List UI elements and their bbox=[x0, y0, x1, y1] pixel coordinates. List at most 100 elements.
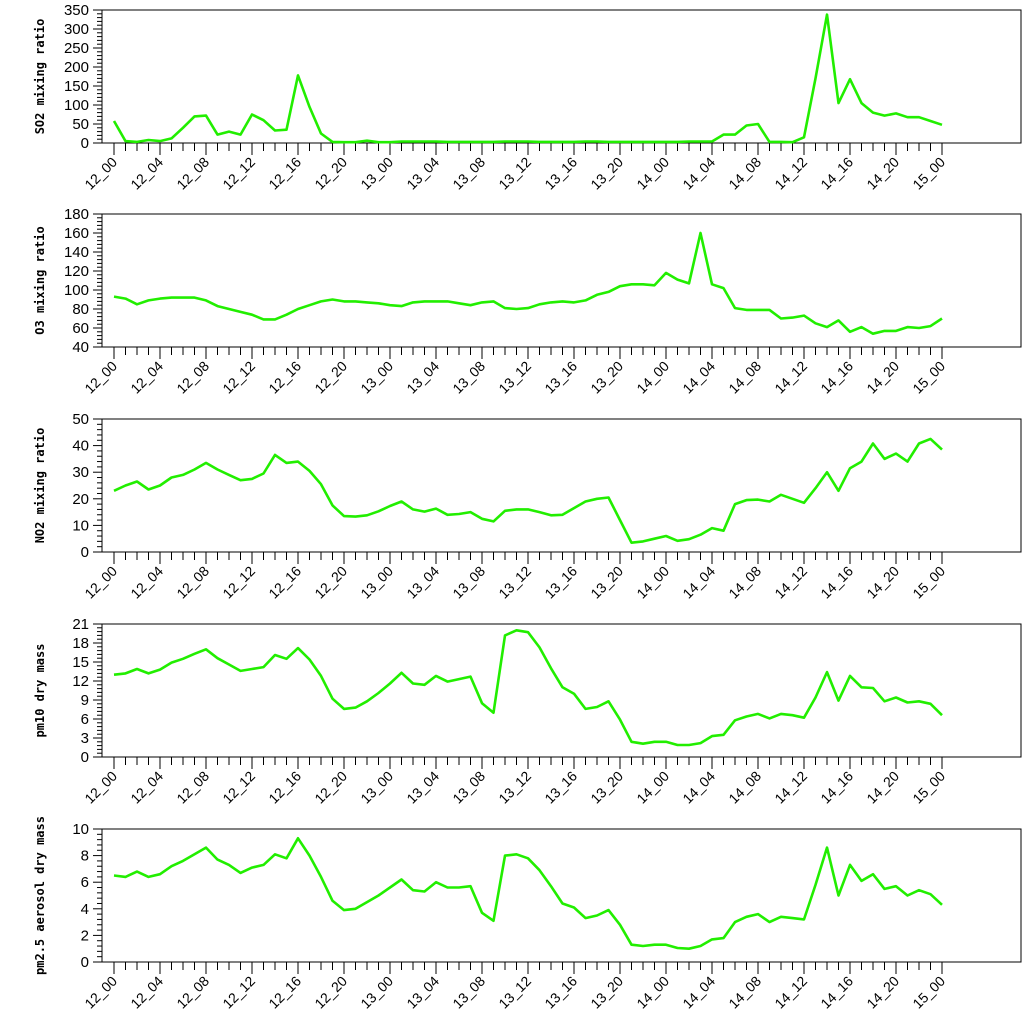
x-tick-label: 13_08 bbox=[449, 768, 488, 807]
x-tick-label: 13_20 bbox=[587, 563, 626, 602]
series-line-5 bbox=[113, 836, 943, 951]
x-tick-label: 13_08 bbox=[449, 358, 488, 397]
x-tick-label: 12_00 bbox=[81, 154, 120, 193]
y-tick-label: 3 bbox=[81, 730, 89, 747]
y-tick-label: 15 bbox=[72, 654, 89, 671]
x-tick-label: 13_16 bbox=[541, 358, 580, 397]
x-tick-label: 14_04 bbox=[679, 563, 718, 602]
y-tick-label: 100 bbox=[64, 97, 89, 114]
x-tick-label: 14_20 bbox=[863, 768, 902, 807]
chart-panel-4: 0 3 6 9 12 15 18 21 12_00 12_04 12_08 12_12 12_16 12_… bbox=[33, 616, 1022, 807]
x-tick-label: 13_12 bbox=[495, 154, 534, 193]
x-tick-label: 14_04 bbox=[679, 154, 718, 193]
y-tick-label: 80 bbox=[72, 301, 89, 318]
x-tick-label: 14_08 bbox=[725, 358, 764, 397]
y-tick-label: 40 bbox=[72, 339, 89, 356]
y-tick-label: 10 bbox=[72, 517, 89, 534]
x-tick-label: 13_04 bbox=[403, 768, 442, 807]
x-tick-label: 13_16 bbox=[541, 973, 580, 1012]
x-tick-label: 14_12 bbox=[771, 154, 810, 193]
plot-frame bbox=[101, 213, 1022, 348]
y-tick-label: 0 bbox=[81, 749, 89, 766]
x-tick-label: 12_00 bbox=[81, 563, 120, 602]
y-tick-label: 2 bbox=[81, 927, 89, 944]
x-tick-label: 14_00 bbox=[633, 768, 672, 807]
x-tick-label: 13_20 bbox=[587, 154, 626, 193]
x-tick-label: 14_16 bbox=[817, 768, 856, 807]
x-tick-label: 14_20 bbox=[863, 973, 902, 1012]
x-tick-label: 12_12 bbox=[219, 358, 258, 397]
x-tick-label: 13_00 bbox=[357, 154, 396, 193]
chart-panel-3: 0 10 20 30 40 50 12_00 12_04 12_08 12_12 12_16 12_2… bbox=[33, 411, 1022, 602]
x-tick-label: 12_12 bbox=[219, 973, 258, 1012]
y-axis-label: pm10 dry mass bbox=[33, 644, 47, 738]
x-tick-label: 14_20 bbox=[863, 154, 902, 193]
plot-frame bbox=[101, 828, 1022, 963]
series-line-4 bbox=[113, 628, 943, 747]
y-tick-label: 100 bbox=[64, 282, 89, 299]
plot-frame bbox=[101, 623, 1022, 758]
x-tick-label: 14_16 bbox=[817, 358, 856, 397]
y-axis-label: pm2.5 aerosol dry mass bbox=[33, 816, 47, 975]
y-tick-label: 30 bbox=[72, 464, 89, 481]
x-tick-label: 13_20 bbox=[587, 973, 626, 1012]
x-tick-label: 15_00 bbox=[909, 973, 948, 1012]
x-tick-label: 14_08 bbox=[725, 768, 764, 807]
y-tick-label: 21 bbox=[72, 616, 89, 633]
x-tick-label: 12_04 bbox=[127, 768, 166, 807]
x-tick-label: 13_20 bbox=[587, 768, 626, 807]
x-tick-label: 13_04 bbox=[403, 358, 442, 397]
y-tick-label: 6 bbox=[81, 874, 89, 891]
y-tick-label: 40 bbox=[72, 438, 89, 455]
x-tick-label: 12_20 bbox=[311, 768, 350, 807]
x-tick-label: 13_16 bbox=[541, 154, 580, 193]
x-tick-label: 14_08 bbox=[725, 154, 764, 193]
y-tick-label: 140 bbox=[64, 244, 89, 261]
x-tick-label: 14_00 bbox=[633, 973, 672, 1012]
x-tick-label: 13_12 bbox=[495, 973, 534, 1012]
x-tick-label: 12_16 bbox=[265, 973, 304, 1012]
x-tick-label: 12_12 bbox=[219, 563, 258, 602]
x-tick-label: 12_16 bbox=[265, 563, 304, 602]
x-tick-label: 15_00 bbox=[909, 154, 948, 193]
x-tick-label: 12_04 bbox=[127, 154, 166, 193]
y-tick-label: 160 bbox=[64, 225, 89, 242]
x-tick-label: 15_00 bbox=[909, 563, 948, 602]
series-line-1 bbox=[112, 13, 943, 144]
x-tick-label: 13_00 bbox=[357, 973, 396, 1012]
x-tick-label: 12_00 bbox=[81, 768, 120, 807]
x-tick-label: 12_08 bbox=[173, 154, 212, 193]
x-tick-label: 14_16 bbox=[817, 154, 856, 193]
x-tick-label: 12_04 bbox=[127, 358, 166, 397]
x-tick-label: 13_04 bbox=[403, 563, 442, 602]
y-tick-label: 0 bbox=[81, 135, 89, 152]
x-tick-label: 12_20 bbox=[311, 154, 350, 193]
x-tick-label: 14_04 bbox=[679, 768, 718, 807]
x-tick-label: 14_00 bbox=[633, 154, 672, 193]
x-tick-label: 12_16 bbox=[265, 768, 304, 807]
x-tick-label: 12_04 bbox=[127, 973, 166, 1012]
y-tick-label: 8 bbox=[81, 848, 89, 865]
y-tick-label: 200 bbox=[64, 59, 89, 76]
x-tick-label: 12_08 bbox=[173, 768, 212, 807]
y-tick-label: 300 bbox=[64, 21, 89, 38]
x-tick-label: 14_00 bbox=[633, 358, 672, 397]
x-tick-label: 14_12 bbox=[771, 358, 810, 397]
y-tick-label: 18 bbox=[72, 635, 89, 652]
x-tick-label: 12_00 bbox=[81, 973, 120, 1012]
x-tick-label: 12_20 bbox=[311, 563, 350, 602]
x-tick-label: 12_12 bbox=[219, 154, 258, 193]
x-tick-label: 13_08 bbox=[449, 563, 488, 602]
y-axis-label: NO2 mixing ratio bbox=[33, 428, 47, 544]
x-tick-label: 12_08 bbox=[173, 973, 212, 1012]
x-tick-label: 14_16 bbox=[817, 973, 856, 1012]
x-tick-label: 15_00 bbox=[909, 358, 948, 397]
x-tick-label: 13_08 bbox=[449, 154, 488, 193]
y-axis-label: O3 mixing ratio bbox=[33, 226, 47, 334]
x-tick-label: 12_08 bbox=[173, 358, 212, 397]
x-tick-label: 14_04 bbox=[679, 973, 718, 1012]
x-tick-label: 14_20 bbox=[863, 358, 902, 397]
